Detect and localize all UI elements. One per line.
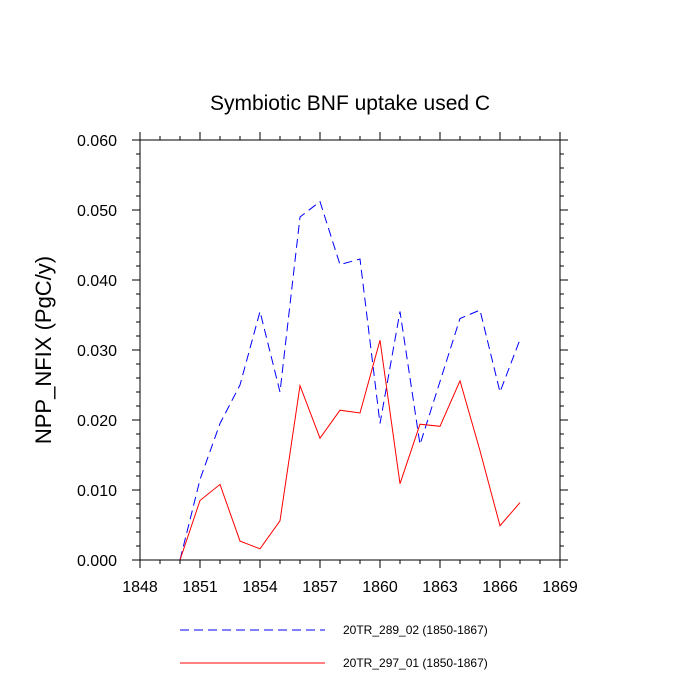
legend-label-2: 20TR_297_01 (1850-1867)	[343, 656, 488, 670]
axes-layer: 1848 1851 1854 1857 1860 1863 1866 1869 0.000 0.0…	[77, 132, 578, 596]
y-tick-label: 0.010	[77, 483, 117, 500]
x-tick-label: 1851	[182, 579, 218, 596]
legend-label-1: 20TR_289_02 (1850-1867)	[343, 623, 488, 637]
legend: 20TR_289_02 (1850-1867) 20TR_297_01 (1850…	[180, 623, 488, 670]
y-tick-label: 0.020	[77, 413, 117, 430]
x-tick-label: 1866	[482, 579, 518, 596]
x-tick-label: 1857	[302, 579, 338, 596]
x-tick-label: 1863	[422, 579, 458, 596]
y-tick-label: 0.060	[77, 133, 117, 150]
chart-title: Symbiotic BNF uptake used C	[210, 92, 490, 115]
series-layer	[179, 200, 521, 561]
y-tick-label: 0.030	[77, 343, 117, 360]
x-tick-label: 1860	[362, 579, 398, 596]
x-tick-label: 1854	[242, 579, 278, 596]
x-tick-label: 1869	[542, 579, 578, 596]
y-tick-label: 0.050	[77, 203, 117, 220]
series-line-2	[179, 340, 521, 561]
y-tick-label: 0.040	[77, 273, 117, 290]
plot-frame	[139, 139, 561, 561]
y-tick-label: 0.000	[77, 553, 117, 570]
y-axis-label: NPP_NFIX (PgC/y)	[31, 256, 56, 444]
x-tick-label: 1848	[122, 579, 158, 596]
series-line-1	[179, 200, 521, 561]
